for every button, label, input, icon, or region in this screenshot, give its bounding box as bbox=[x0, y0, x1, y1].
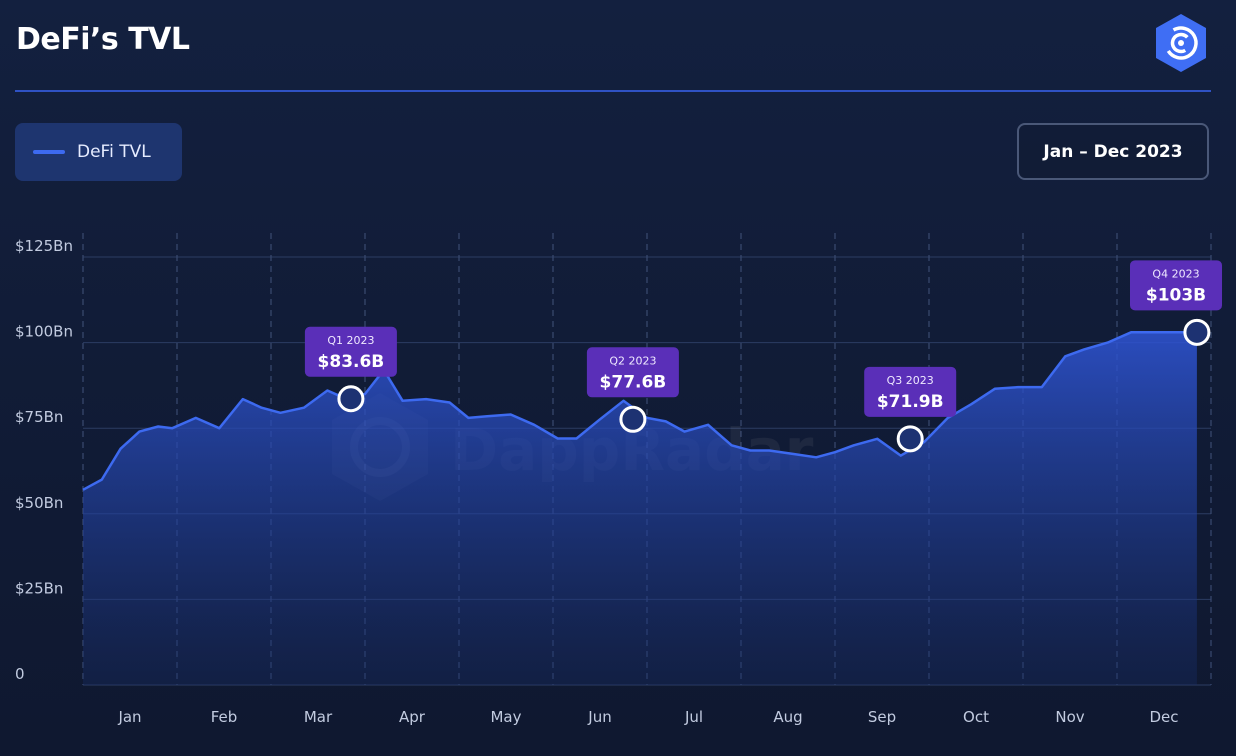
callout-box bbox=[304, 326, 397, 377]
y-tick-label: $50Bn bbox=[15, 494, 63, 512]
callout-quarter-label: Q3 2023 bbox=[887, 374, 934, 387]
header-divider bbox=[15, 90, 1211, 92]
page-title: DeFi’s TVL bbox=[16, 22, 190, 57]
data-point-marker[interactable] bbox=[896, 425, 924, 453]
quarter-callout[interactable]: Q1 2023 $83.6B bbox=[304, 326, 397, 413]
x-tick-label: Nov bbox=[1055, 708, 1084, 726]
callout-quarter-label: Q2 2023 bbox=[609, 354, 656, 367]
data-point-marker[interactable] bbox=[1183, 318, 1211, 346]
x-tick-label: Oct bbox=[963, 708, 989, 726]
data-point-marker[interactable] bbox=[619, 405, 647, 433]
x-tick-label: Aug bbox=[773, 708, 802, 726]
quarter-callout[interactable]: Q3 2023 $71.9B bbox=[864, 366, 957, 453]
callout-quarter-label: Q4 2023 bbox=[1152, 267, 1199, 280]
data-point-marker[interactable] bbox=[337, 385, 365, 413]
quarter-callout[interactable]: Q2 2023 $77.6B bbox=[586, 347, 679, 433]
y-tick-label: $100Bn bbox=[15, 323, 73, 341]
legend-label: DeFi TVL bbox=[77, 142, 151, 162]
x-tick-label: Jan bbox=[117, 708, 141, 726]
chart-legend[interactable]: DeFi TVL bbox=[15, 123, 182, 181]
callout-box bbox=[1130, 260, 1222, 311]
x-tick-label: Jun bbox=[587, 708, 611, 726]
x-tick-label: Mar bbox=[304, 708, 333, 726]
legend-line-swatch bbox=[33, 150, 65, 154]
series-area-fill bbox=[83, 332, 1197, 685]
x-tick-label: May bbox=[490, 708, 521, 726]
series-line bbox=[82, 331, 1197, 491]
callout-value-label: $83.6B bbox=[318, 352, 385, 372]
y-tick-label: $25Bn bbox=[15, 579, 63, 597]
callout-box bbox=[864, 366, 957, 417]
y-tick-label: $125Bn bbox=[15, 237, 73, 255]
callout-value-label: $103B bbox=[1146, 285, 1206, 305]
x-tick-label: Feb bbox=[211, 708, 238, 726]
y-tick-label: 0 bbox=[15, 665, 25, 683]
x-tick-label: Apr bbox=[399, 708, 426, 726]
callout-box bbox=[586, 347, 679, 398]
quarter-callout[interactable]: Q4 2023 $103B bbox=[1130, 260, 1222, 346]
callout-quarter-label: Q1 2023 bbox=[327, 334, 374, 347]
dappradar-logo-icon bbox=[1156, 14, 1206, 72]
callout-value-label: $71.9B bbox=[877, 392, 944, 412]
x-tick-label: Dec bbox=[1149, 708, 1178, 726]
x-tick-label: Sep bbox=[868, 708, 896, 726]
y-tick-label: $75Bn bbox=[15, 408, 63, 426]
date-range-button[interactable]: Jan – Dec 2023 bbox=[1017, 123, 1209, 180]
x-tick-label: Jul bbox=[684, 708, 703, 726]
callout-value-label: $77.6B bbox=[600, 372, 667, 392]
